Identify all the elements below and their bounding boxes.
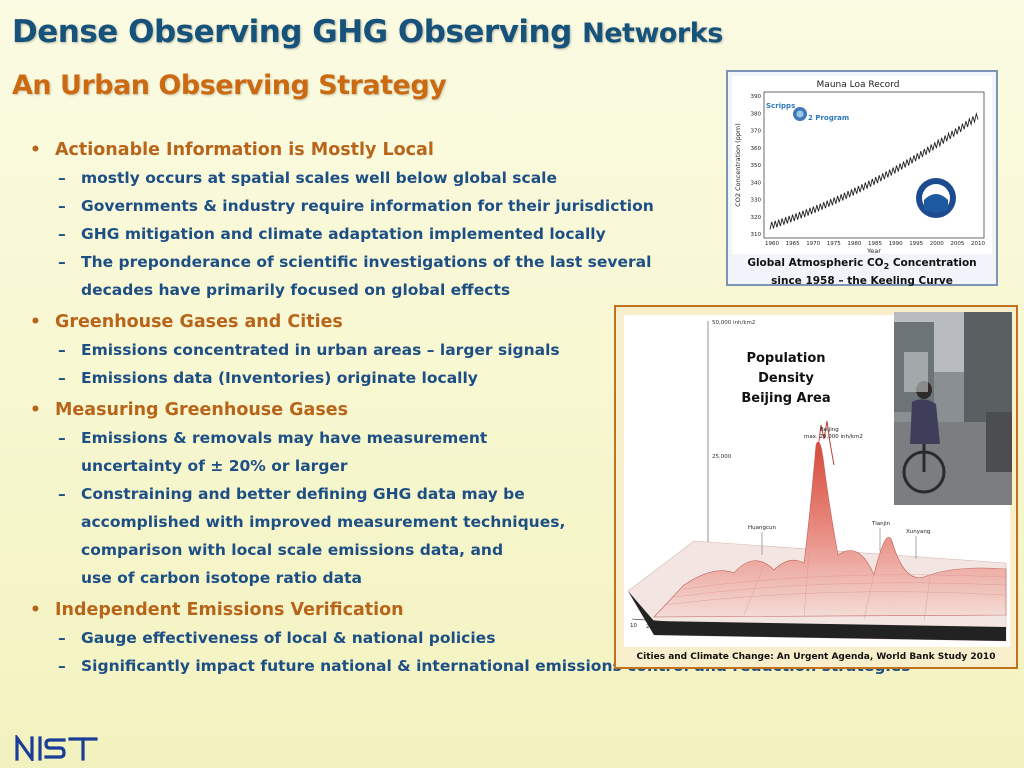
beijing-max-label: max. 29,000 inh/km2 [804, 434, 863, 440]
scripps-logo-inner [796, 110, 804, 118]
mauna-loa-xtick-1965: 1965 [786, 241, 800, 247]
mauna-loa-xtick-2005: 2005 [950, 241, 964, 247]
mauna-loa-xtick-1995: 1995 [909, 241, 923, 247]
sub-bullet-constraining-data: Constraining and better defining GHG dat… [30, 480, 1010, 592]
beijing-peak-tip [818, 420, 835, 466]
mauna-loa-xtick-1980: 1980 [847, 241, 861, 247]
nist-logo [15, 735, 98, 761]
beijing-peak [653, 441, 1007, 618]
bullet-measuring-ghg: Measuring Greenhouse Gases [30, 396, 1010, 424]
mauna-loa-ylabel: CO2 Concentration (ppm) [734, 123, 742, 207]
mauna-loa-ytick-370: 370 [751, 129, 762, 135]
scale-20: 20 [646, 624, 653, 630]
mauna-loa-caption: Global Atmospheric CO2 Concentration sin… [747, 257, 977, 288]
population-caption: Cities and Climate Change: An Urgent Age… [636, 652, 996, 662]
huangcun-label: Huangcun [748, 525, 776, 531]
mauna-loa-ytick-360: 360 [751, 146, 762, 152]
bullet-greenhouse-gases-cities: Greenhouse Gases and Cities [30, 308, 1010, 336]
slide-title-tail: Networks [582, 18, 723, 49]
mauna-loa-xtick-1970: 1970 [806, 241, 820, 247]
pop-axis-mid-label: 25,000 [712, 454, 732, 460]
mauna-loa-xtick-2000: 2000 [930, 241, 944, 247]
scale-30: 30km [662, 625, 678, 631]
noaa-seal [916, 178, 956, 218]
bullet-actionable-information: Actionable Information is Mostly Local [30, 136, 1010, 164]
scale-10: 10 [630, 623, 637, 629]
mauna-loa-ytick-320: 320 [751, 215, 762, 221]
mauna-loa-xtick-1960: 1960 [765, 241, 779, 247]
pop-base-edge [628, 591, 1006, 641]
nist-logo-letters [15, 735, 98, 761]
sub-bullet-policy-effectiveness: Gauge effectiveness of local & national … [30, 624, 1010, 652]
mauna-loa-ytick-310: 310 [751, 232, 762, 238]
mauna-loa-title: Mauna Loa Record [817, 80, 900, 90]
beijing-cyclist-photo [894, 312, 1012, 505]
mauna-loa-xtick-1990: 1990 [889, 241, 903, 247]
mauna-loa-figure: Mauna Loa Record 390 380 370 360 350 340 330 32… [726, 70, 998, 288]
mauna-loa-xtick-1975: 1975 [827, 241, 841, 247]
keeling-curve [769, 112, 979, 230]
mauna-loa-chart-background [732, 76, 992, 254]
noaa-seal-bird [924, 194, 948, 212]
sub-bullet-urban-emissions: Emissions concentrated in urban areas – … [30, 336, 1010, 364]
bullet-list: Actionable Information is Mostly Local m… [30, 136, 1010, 680]
mauna-loa-ytick-340: 340 [751, 180, 762, 186]
mauna-loa-ytick-350: 350 [751, 163, 762, 169]
mauna-loa-xtick-2010: 2010 [971, 241, 985, 247]
bullet-emissions-verification: Independent Emissions Verification [30, 596, 1010, 624]
slide-title-main: Dense Observing GHG Observing [12, 14, 572, 50]
sub-bullet-spatial-scales: mostly occurs at spatial scales well bel… [30, 164, 1010, 192]
slide-title: Dense Observing GHG Observing Networks [12, 14, 723, 50]
sub-bullet-scientific-investigations: The preponderance of scientific investig… [30, 248, 1010, 304]
sub-bullet-inventories: Emissions data (Inventories) originate l… [30, 364, 1010, 392]
mauna-loa-y-ticks: 390 380 370 360 350 340 330 320 310 [751, 94, 762, 238]
population-density-label: Population Density Beijing Area [741, 351, 831, 406]
mauna-loa-chart: Mauna Loa Record 390 380 370 360 350 340 330 32… [732, 76, 992, 255]
scripps-logo: Scripps 2 Program [766, 102, 849, 122]
mauna-loa-x-ticks: 1960 1965 1970 1975 1980 1985 1990 1995 2000 2005… [765, 241, 985, 247]
mauna-loa-ytick-390: 390 [751, 94, 762, 100]
xunyang-label: Xunyang [906, 529, 930, 535]
population-density-surface: 50,000 inh/km2 25,000 Beijing max. 29,00… [627, 320, 1007, 642]
pop-surface-mesh [663, 514, 1007, 622]
scripps-logo-program: 2 Program [808, 114, 849, 122]
mauna-loa-ytick-380: 380 [751, 111, 762, 117]
scripps-logo-text: Scripps [766, 102, 795, 110]
beijing-label: Beijing [820, 427, 839, 433]
mauna-loa-ytick-330: 330 [751, 198, 762, 204]
pop-axis-top-label: 50,000 inh/km2 [712, 320, 755, 326]
sub-bullet-mitigation-local: GHG mitigation and climate adaptation im… [30, 220, 1010, 248]
slide-subtitle: An Urban Observing Strategy [12, 70, 447, 101]
mauna-loa-xlabel: Year [866, 247, 881, 255]
tianjin-label: Tianjin [871, 521, 891, 527]
mauna-loa-axes [763, 91, 985, 239]
sub-bullet-uncertainty: Emissions & removals may have measuremen… [30, 424, 1010, 480]
scale-bar [631, 618, 685, 624]
mauna-loa-xtick-1985: 1985 [868, 241, 882, 247]
sub-bullet-jurisdiction: Governments & industry require informati… [30, 192, 1010, 220]
